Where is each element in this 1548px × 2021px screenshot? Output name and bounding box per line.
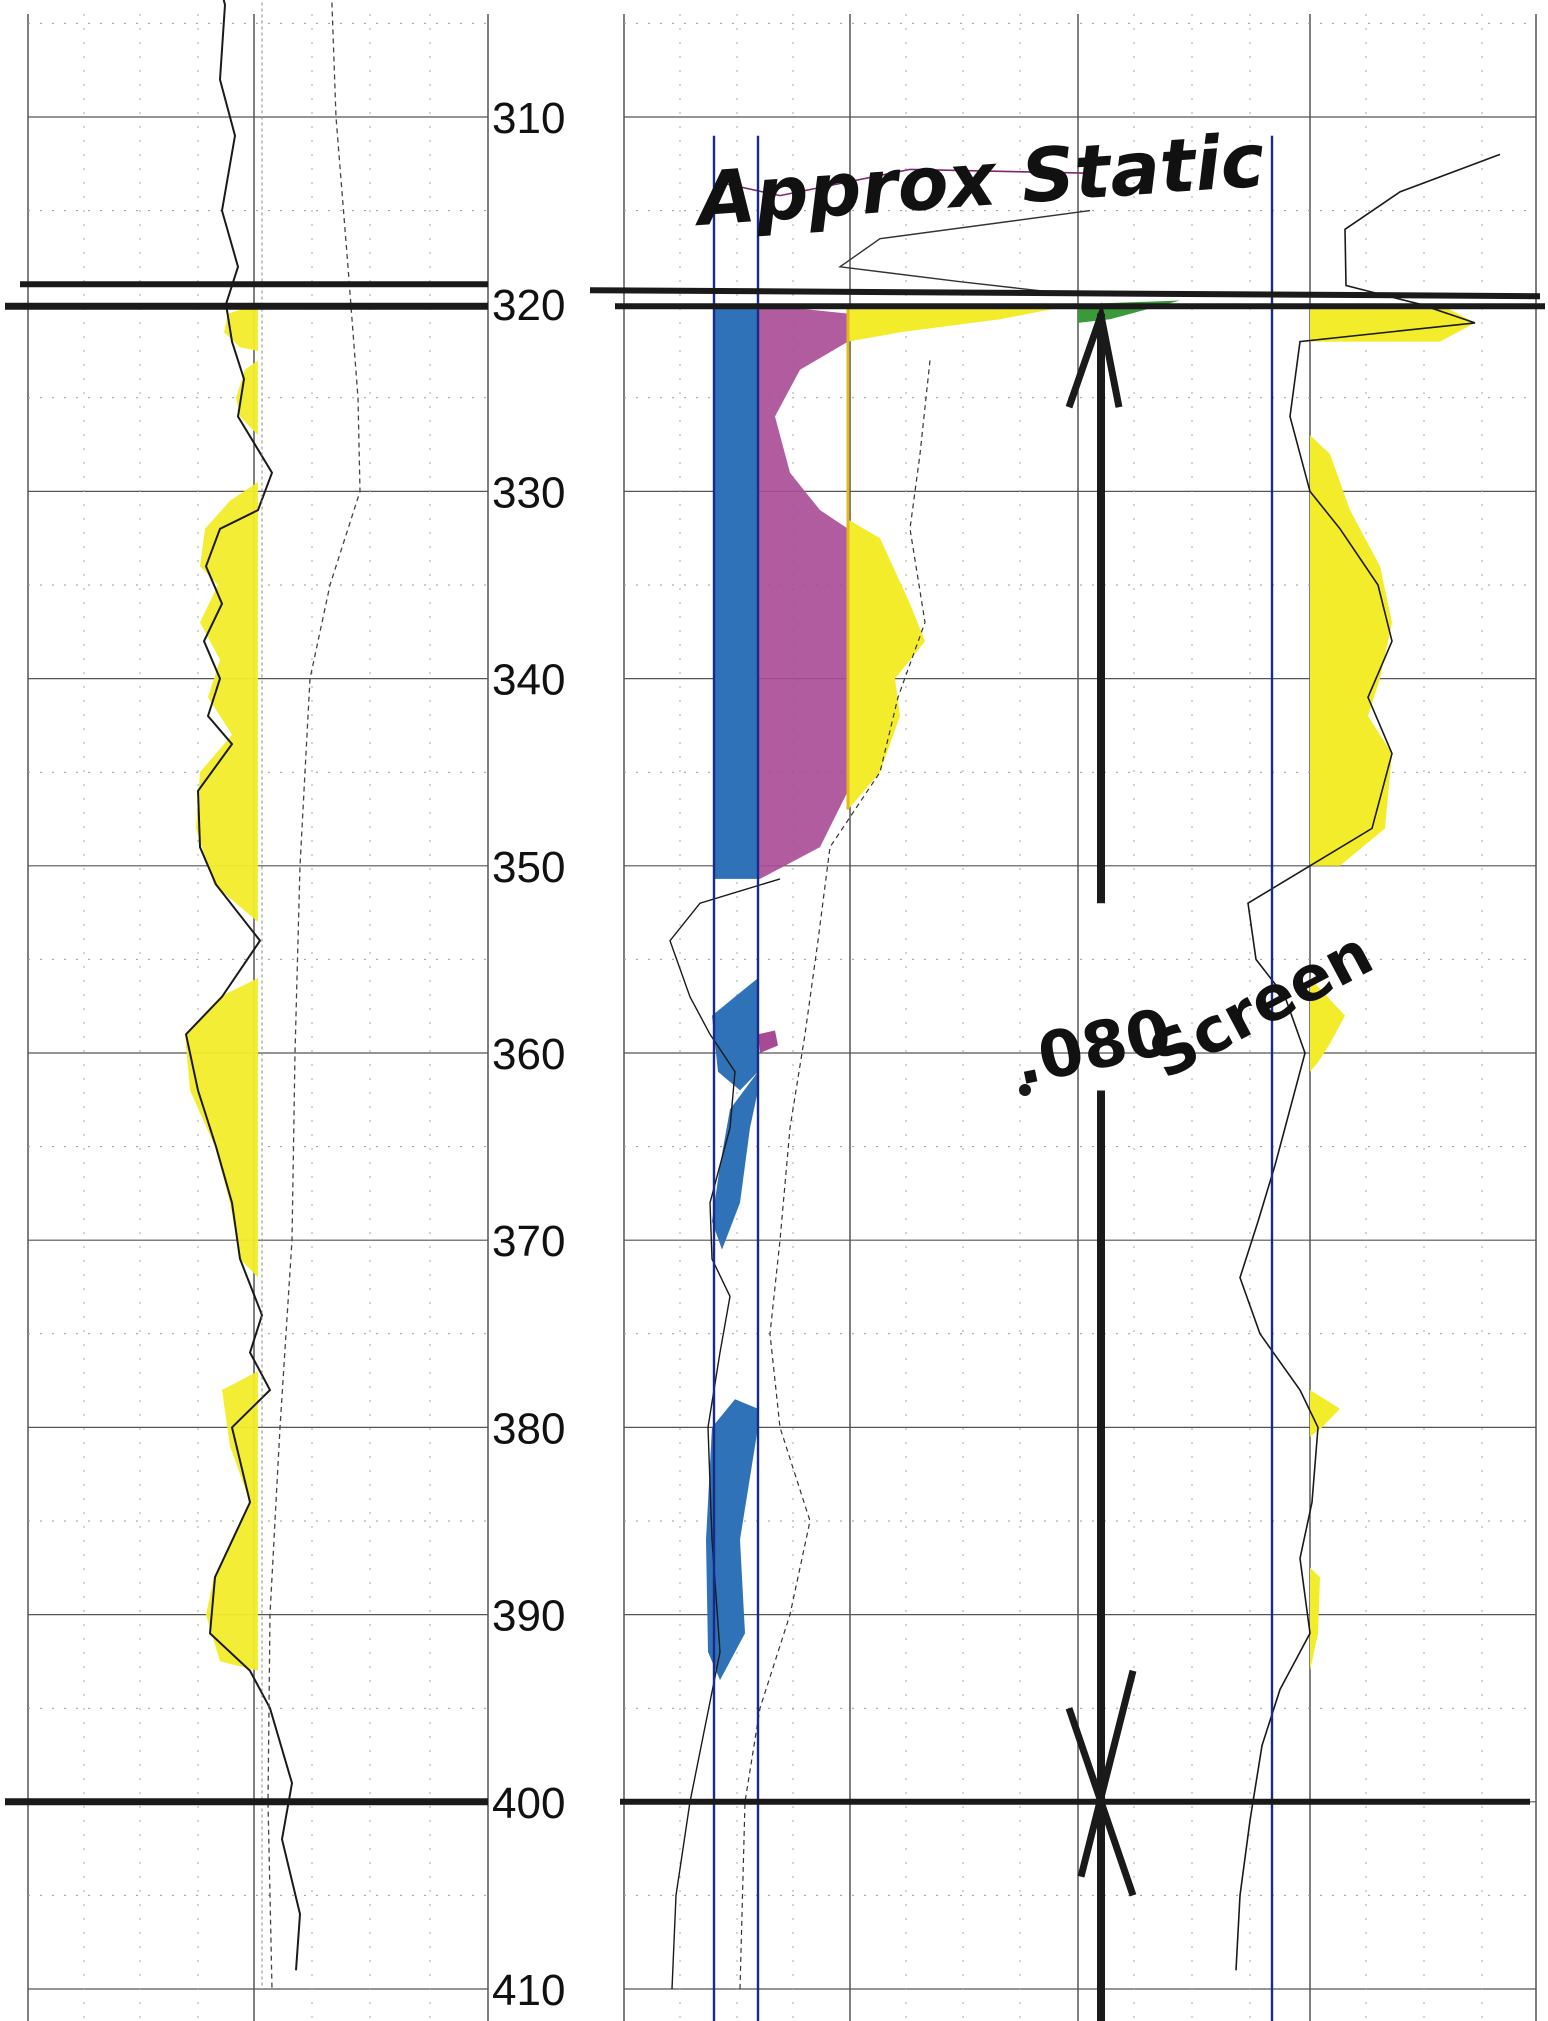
blue-shading	[706, 1399, 758, 1681]
decimal-point	[1019, 1084, 1031, 1096]
depth-label: 370	[492, 1217, 565, 1266]
sand-shading	[206, 1371, 258, 1671]
sand-shading	[1310, 978, 1345, 1072]
magenta-shading	[758, 1030, 778, 1053]
sand-shading	[848, 304, 1078, 342]
sand-shading	[848, 519, 925, 810]
depth-markers	[5, 281, 1545, 2021]
static-level-line	[589, 287, 1541, 300]
arrowhead-down	[1065, 1669, 1137, 1897]
sand-shading	[196, 482, 258, 922]
sand-shading	[1310, 1390, 1340, 1437]
sand-shading	[1310, 304, 1475, 342]
depth-label: 310	[492, 94, 565, 143]
depth-axis: 310 320 330 340 350 360 370 380 390 400 410	[492, 94, 565, 2015]
depth-label: 410	[492, 1966, 565, 2015]
arrowhead-up	[1065, 302, 1123, 409]
sand-shading	[236, 360, 258, 436]
resistivity-dashed-curve	[267, 0, 361, 1990]
depth-label: 340	[492, 656, 565, 705]
sand-shading	[1310, 1567, 1320, 1671]
static-curve	[838, 209, 1091, 294]
blue-shading	[712, 1071, 758, 1250]
gamma-curve	[184, 0, 302, 1971]
depth-label: 350	[492, 843, 565, 892]
interpretation-fills	[185, 300, 1475, 1681]
resistivity-curve	[1235, 153, 1501, 1971]
sp-curve	[669, 878, 781, 1990]
magenta-shading	[758, 304, 848, 879]
screen-label: Screen	[1138, 916, 1384, 1093]
sand-shading	[1310, 435, 1392, 866]
blue-shading	[712, 978, 758, 1091]
resistivity-dashed-curve	[739, 360, 931, 1990]
blue-shading	[714, 304, 758, 879]
depth-label: 380	[492, 1404, 565, 1453]
static-curve	[719, 168, 1091, 197]
depth-label: 390	[492, 1592, 565, 1641]
static-label: Approx Static	[690, 118, 1267, 244]
depth-label: 330	[492, 468, 565, 517]
depth-label: 320	[492, 281, 565, 330]
depth-label: 360	[492, 1030, 565, 1079]
log-curves	[184, 0, 1501, 1990]
depth-label: 400	[492, 1779, 565, 1828]
sand-shading	[185, 978, 258, 1278]
track-lines	[712, 135, 1274, 2021]
